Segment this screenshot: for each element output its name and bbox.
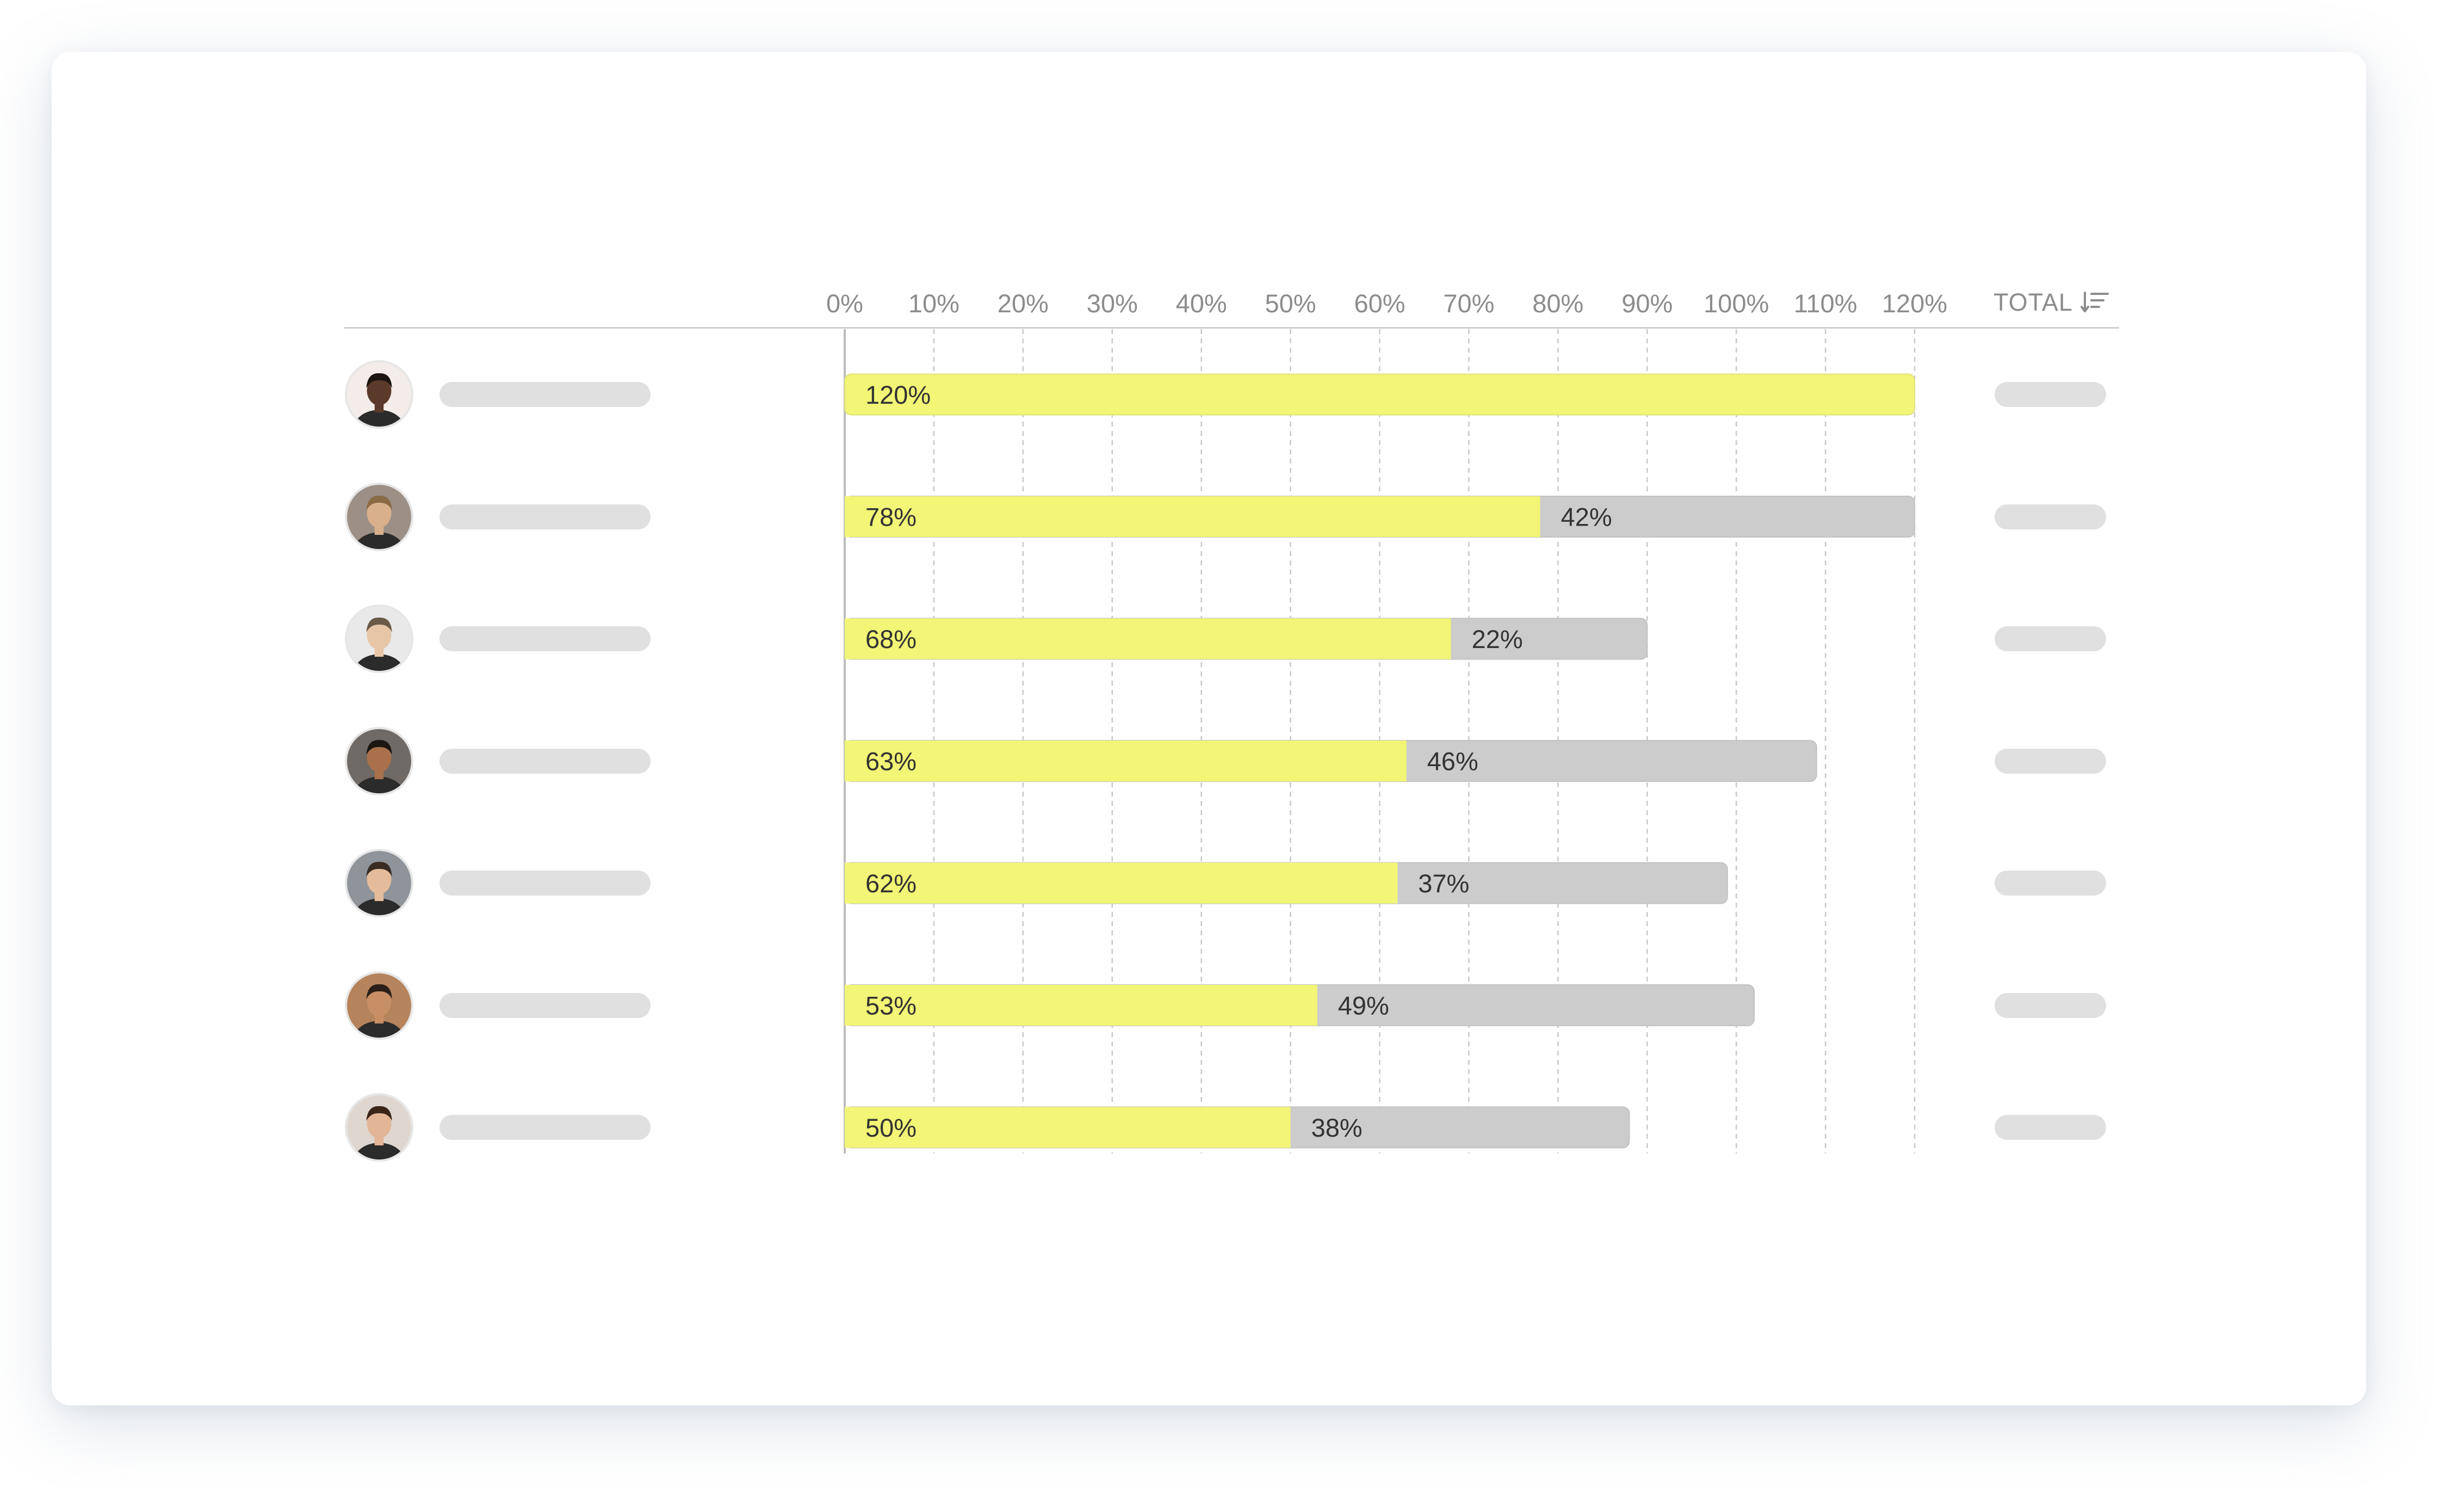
avatar[interactable] bbox=[345, 849, 413, 917]
person-icon bbox=[347, 729, 411, 793]
total-placeholder bbox=[1995, 992, 2106, 1018]
bar-primary bbox=[845, 862, 1398, 904]
bar-primary-label: 53% bbox=[865, 991, 917, 1020]
person-icon bbox=[347, 607, 411, 671]
avatar[interactable] bbox=[345, 971, 413, 1040]
bar-primary-label: 62% bbox=[865, 869, 917, 898]
bar-primary bbox=[845, 741, 1407, 781]
avatar[interactable] bbox=[345, 360, 413, 429]
bar-secondary-label: 38% bbox=[1311, 1113, 1363, 1142]
total-placeholder bbox=[1995, 382, 2106, 407]
bar-primary-label: 78% bbox=[865, 503, 917, 532]
x-tick-label: 60% bbox=[1354, 289, 1406, 318]
x-tick-label: 90% bbox=[1621, 289, 1673, 318]
bar-primary-label: 50% bbox=[865, 1113, 917, 1142]
header-divider bbox=[344, 327, 2119, 329]
person-icon bbox=[347, 362, 411, 427]
name-placeholder bbox=[439, 1115, 651, 1140]
bar-secondary-label: 46% bbox=[1427, 747, 1478, 776]
name-placeholder bbox=[439, 382, 651, 407]
sort-descending-icon[interactable] bbox=[2080, 291, 2109, 314]
person-icon bbox=[347, 484, 411, 549]
x-tick-label: 10% bbox=[908, 289, 959, 318]
avatar[interactable] bbox=[345, 726, 413, 795]
x-tick-label: 80% bbox=[1532, 289, 1584, 318]
bar-primary bbox=[845, 496, 1540, 537]
bar-secondary-label: 37% bbox=[1418, 869, 1469, 898]
bar-primary bbox=[845, 985, 1317, 1026]
total-placeholder bbox=[1995, 871, 2106, 896]
name-placeholder bbox=[439, 626, 651, 651]
x-tick-label: 120% bbox=[1881, 289, 1948, 318]
person-icon bbox=[347, 851, 411, 915]
total-placeholder bbox=[1995, 626, 2106, 651]
bar-primary bbox=[844, 373, 1915, 416]
x-tick-label: 0% bbox=[826, 289, 863, 318]
bar-primary bbox=[845, 618, 1451, 659]
person-icon bbox=[347, 1095, 411, 1159]
person-icon bbox=[347, 973, 411, 1038]
total-header-label: TOTAL bbox=[1994, 288, 2073, 316]
x-tick-label: 70% bbox=[1443, 289, 1495, 318]
bar-secondary-label: 49% bbox=[1338, 991, 1389, 1020]
x-tick-label: 100% bbox=[1704, 289, 1769, 318]
avatar[interactable] bbox=[345, 605, 413, 673]
x-tick-label: 20% bbox=[997, 289, 1049, 318]
x-tick-label: 30% bbox=[1086, 289, 1138, 318]
bar-primary-label: 68% bbox=[865, 625, 917, 653]
x-tick-label: 110% bbox=[1793, 289, 1858, 318]
bar-primary bbox=[845, 1107, 1291, 1148]
total-placeholder bbox=[1995, 1115, 2106, 1140]
chart-card bbox=[52, 52, 2366, 1405]
avatar[interactable] bbox=[345, 1093, 413, 1162]
total-placeholder bbox=[1995, 504, 2106, 529]
bar-primary-label: 63% bbox=[865, 747, 917, 776]
name-placeholder bbox=[439, 871, 651, 896]
x-tick-label: 50% bbox=[1265, 289, 1316, 318]
avatar[interactable] bbox=[345, 482, 413, 551]
x-tick-label: 40% bbox=[1175, 289, 1227, 318]
x-axis-header: 0% 10% 20% 30% 40% 50% 60% 70% 80% 90% 100% 110% 120… bbox=[0, 0, 2464, 348]
name-placeholder bbox=[439, 992, 651, 1018]
bar-primary-label: 120% bbox=[865, 380, 931, 409]
bar-secondary-label: 42% bbox=[1561, 503, 1612, 532]
name-placeholder bbox=[439, 748, 651, 774]
name-placeholder bbox=[439, 504, 651, 529]
bar-secondary-label: 22% bbox=[1472, 625, 1523, 653]
total-placeholder bbox=[1995, 748, 2106, 774]
total-column-header[interactable]: TOTAL bbox=[1994, 288, 2109, 317]
